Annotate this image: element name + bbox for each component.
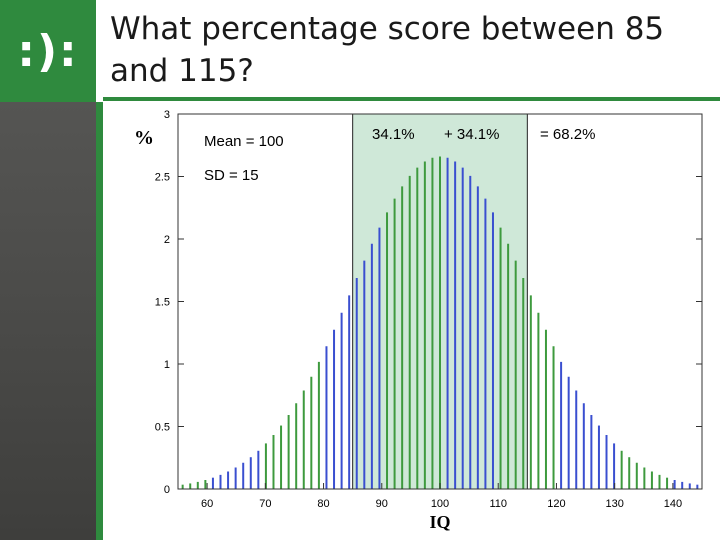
x-tick-label: 130 [605, 498, 623, 510]
mean-annotation: Mean = 100 [204, 133, 284, 150]
x-tick-label: 100 [431, 498, 449, 510]
logo-text: :): [17, 26, 78, 77]
y-tick-label: 0.5 [155, 422, 170, 434]
x-tick-label: 90 [376, 498, 388, 510]
x-tick-label: 120 [547, 498, 565, 510]
y-tick-label: 2 [164, 234, 170, 246]
y-tick-label: 3 [164, 109, 170, 121]
y-tick-label: 2.5 [155, 172, 170, 184]
y-tick-label: 1.5 [155, 297, 170, 309]
x-tick-label: 140 [664, 498, 682, 510]
x-tick-label: 70 [259, 498, 271, 510]
x-tick-label: 110 [489, 498, 507, 510]
title-underline [103, 97, 720, 101]
y-axis-label: % [134, 127, 154, 149]
accent-stripe [96, 102, 103, 540]
sd-annotation: SD = 15 [204, 167, 259, 184]
bar-series [183, 157, 698, 489]
y-tick-label: 1 [164, 359, 170, 371]
pct-total-annotation: = 68.2% [540, 126, 595, 143]
y-tick-label: 0 [164, 484, 170, 496]
iq-distribution-chart: 0 0.5 1 1.5 2 2.5 3 60 70 80 90 100 110 120 130 140 % I… [104, 104, 716, 538]
pct-left-annotation: 34.1% [372, 126, 415, 143]
x-axis-label: IQ [429, 512, 450, 532]
pct-right-annotation: + 34.1% [444, 126, 499, 143]
x-tick-label: 80 [317, 498, 329, 510]
x-tick-label: 60 [201, 498, 213, 510]
logo: :): [0, 0, 96, 102]
slide-title: What percentage score between 85 and 115… [110, 8, 710, 92]
